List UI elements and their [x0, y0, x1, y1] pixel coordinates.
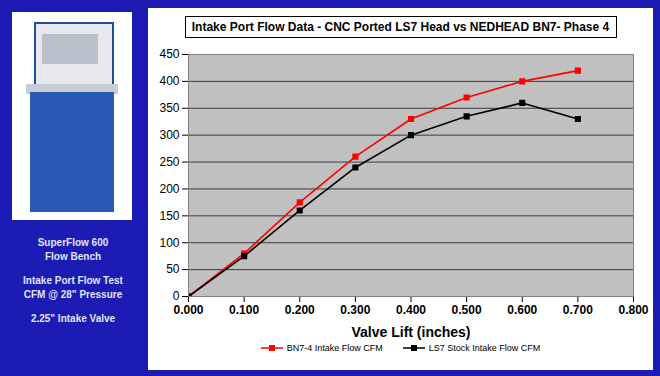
svg-text:350: 350 — [159, 101, 179, 115]
html-text:2.25" Intake Valve: 2.25" Intake Valve — [30, 313, 116, 324]
svg-text:0.000: 0.000 — [173, 303, 203, 317]
svg-text:0.500: 0.500 — [452, 303, 482, 317]
html-text:LS7 Stock Intake Flow CFM: LS7 Stock Intake Flow CFM — [428, 342, 541, 353]
svg-text:0.200: 0.200 — [285, 303, 315, 317]
svg-text:0: 0 — [173, 289, 180, 303]
html-text:Flow Bench: Flow Bench — [44, 251, 102, 262]
svg-text:200: 200 — [159, 182, 179, 196]
svg-text:250: 250 — [159, 155, 179, 169]
svg-text:450: 450 — [159, 47, 179, 61]
html-text:CFM @ 28" Pressure: CFM @ 28" Pressure — [23, 289, 123, 300]
svg-text:Valve Lift (inches): Valve Lift (inches) — [351, 324, 470, 340]
svg-text:400: 400 — [159, 74, 179, 88]
svg-text:0.800: 0.800 — [618, 303, 648, 317]
html-text:Intake Port Flow Test: Intake Port Flow Test — [23, 275, 123, 286]
svg-text:300: 300 — [159, 128, 179, 142]
html-text:BN7-4 Intake Flow CFM: BN7-4 Intake Flow CFM — [286, 342, 383, 353]
svg-text:50: 50 — [166, 262, 180, 276]
svg-text:100: 100 — [159, 236, 179, 250]
html-text:Intake Port Flow Data - CNC Po: Intake Port Flow Data - CNC Ported LS7 H… — [191, 20, 610, 34]
html-text:SuperFlow 600: SuperFlow 600 — [37, 237, 109, 248]
svg-text:0.100: 0.100 — [229, 303, 259, 317]
svg-text:0.300: 0.300 — [340, 303, 370, 317]
svg-text:150: 150 — [159, 209, 179, 223]
svg-text:0.400: 0.400 — [396, 303, 426, 317]
svg-text:0.700: 0.700 — [563, 303, 593, 317]
svg-text:0.600: 0.600 — [507, 303, 537, 317]
